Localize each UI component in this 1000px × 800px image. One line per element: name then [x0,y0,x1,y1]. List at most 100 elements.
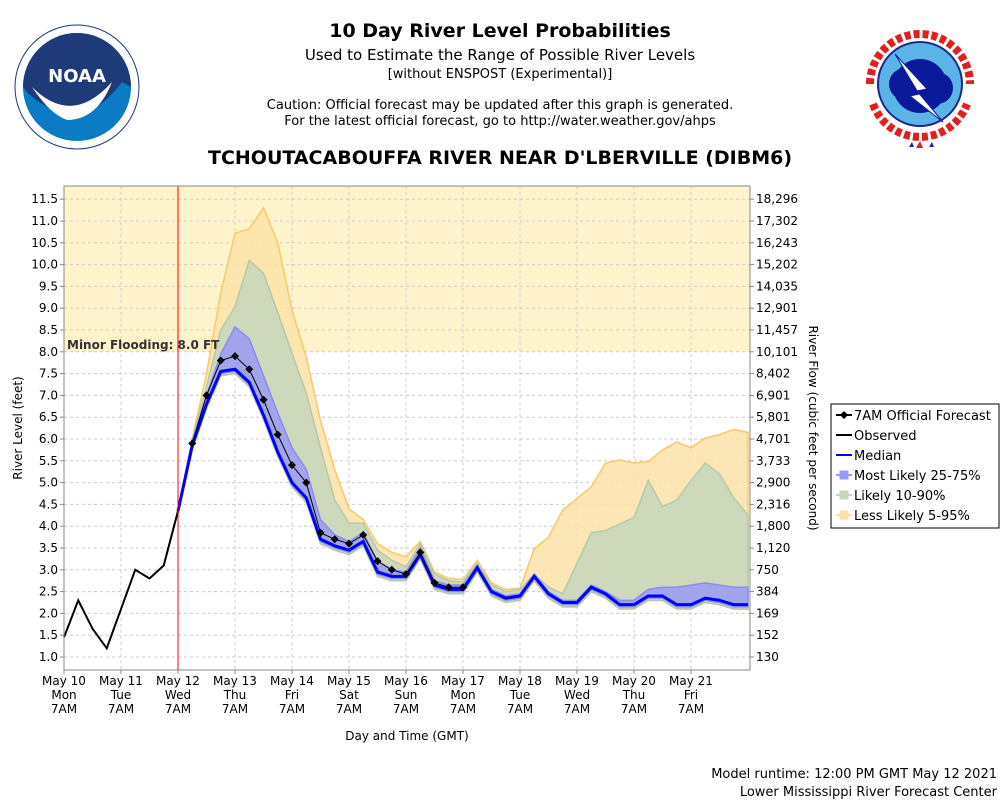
x-tick-time: 7AM [51,702,77,716]
x-tick-day: Tue [110,688,132,702]
y2-tick-label: 169 [756,606,779,620]
y2-tick-label: 16,243 [756,236,798,250]
official-forecast-point [245,365,254,374]
x-tick-time: 7AM [108,702,134,716]
y2-tick-label: 4,701 [756,432,790,446]
x-tick-time: 7AM [507,702,533,716]
official-forecast-point [316,528,325,537]
x-tick-date: May 20 [612,674,656,688]
legend-swatch [839,470,849,480]
y2-tick-label: 1,800 [756,519,790,533]
official-forecast-point [430,578,439,587]
chart-subtitle-2: [without ENSPOST (Experimental)] [387,67,613,82]
x-tick-day: Thu [622,688,646,702]
series-lines [63,186,748,670]
y2-tick-label: 130 [756,650,779,664]
legend-label: Observed [854,429,917,444]
x-tick-date: May 15 [327,674,371,688]
x-tick-time: 7AM [393,702,419,716]
legend-swatch [839,510,849,520]
x-tick-time: 7AM [450,702,476,716]
x-tick-day: Mon [51,688,76,702]
x-tick-date: May 12 [156,674,200,688]
chart-title: 10 Day River Level Probabilities [329,20,671,42]
official-forecast-point [359,530,368,539]
official-forecast-point [416,548,425,557]
legend-label: Median [854,449,901,464]
x-tick-time: 7AM [678,702,704,716]
y2-tick-label: 2,900 [756,476,790,490]
noaa-logo: NOAA [14,24,140,150]
y-tick-label: 10.0 [31,258,58,272]
y2-tick-label: 12,901 [756,301,798,315]
official-forecast-point [231,352,239,361]
y2-tick-label: 384 [756,585,779,599]
y2-tick-label: 1,120 [756,541,790,555]
y2-tick-label: 5,801 [756,410,790,424]
legend-label: Less Likely 5-95% [854,509,970,524]
y-tick-label: 7.0 [39,388,58,402]
official-forecast-point [216,356,225,365]
x-tick-date: May 21 [669,674,713,688]
y-tick-label: 2.5 [39,585,58,599]
y-tick-label: 6.0 [39,432,58,446]
x-tick-time: 7AM [336,702,362,716]
legend-diamond [840,411,848,419]
legend: 7AM Official Forecast Observed Median Most … [830,403,1000,529]
forecast-center: Lower Mississippi River Forecast Center [740,785,998,800]
x-tick-day: Tue [509,688,531,702]
y-tick-label: 5.5 [39,454,58,468]
y2-tick-label: 8,402 [756,367,790,381]
observed-line [63,510,179,651]
official-forecast-point [345,539,353,548]
official-forecast-point [402,570,410,579]
x-tick-date: May 16 [384,674,428,688]
y-tick-label: 11.0 [31,214,58,228]
y-tick-label: 3.0 [39,563,58,577]
y-axis-label: River Level (feet) [11,376,25,479]
plot-border [63,185,751,671]
y2-tick-label: 18,296 [756,192,798,206]
x-tick-day: Wed [165,688,191,702]
legend-swatch [839,490,849,500]
y-tick-label: 1.0 [39,650,58,664]
caution-line-1: Caution: Official forecast may be update… [266,98,734,113]
x-tick-day: Wed [564,688,590,702]
x-tick-time: 7AM [564,702,590,716]
chart-subtitle: Used to Estimate the Range of Possible R… [304,46,696,64]
y-tick-label: 11.5 [31,192,58,206]
y2-tick-label: 750 [756,563,779,577]
x-tick-date: May 19 [555,674,599,688]
y2-tick-label: 17,302 [756,214,798,228]
x-tick-date: May 10 [42,674,86,688]
y-tick-label: 4.0 [39,519,58,533]
y2-tick-label: 2,316 [756,497,790,511]
official-forecast-point [202,391,211,400]
official-forecast-point [444,583,453,592]
y-tick-label: 5.0 [39,476,58,490]
x-tick-date: May 18 [498,674,542,688]
y-tick-label: 7.5 [39,367,58,381]
y-tick-label: 4.5 [39,497,58,511]
axes: 1.0 130 1.5 152 2.0 169 2.5 384 3.0 750 3.5 1,120 4.… [31,185,798,716]
y-tick-label: 3.5 [39,541,58,555]
x-tick-day: Thu [223,688,247,702]
y-tick-label: 9.0 [39,301,58,315]
noaa-logo-text: NOAA [48,66,106,87]
model-runtime: Model runtime: 12:00 PM GMT May 12 2021 [711,767,997,782]
legend-label: 7AM Official Forecast [854,409,991,424]
x-tick-time: 7AM [222,702,248,716]
x-tick-date: May 17 [441,674,485,688]
official-forecast-point [288,461,296,470]
official-forecast-point [330,535,339,544]
x-tick-time: 7AM [621,702,647,716]
x-tick-date: May 13 [213,674,257,688]
x-tick-day: Fri [285,688,299,702]
x-axis-label: Day and Time (GMT) [345,729,468,743]
flood-zone [64,186,750,352]
official-forecast-point [188,439,197,448]
y2-tick-label: 15,202 [756,258,798,272]
y2-tick-label: 152 [756,628,779,642]
y-tick-label: 8.0 [39,345,58,359]
